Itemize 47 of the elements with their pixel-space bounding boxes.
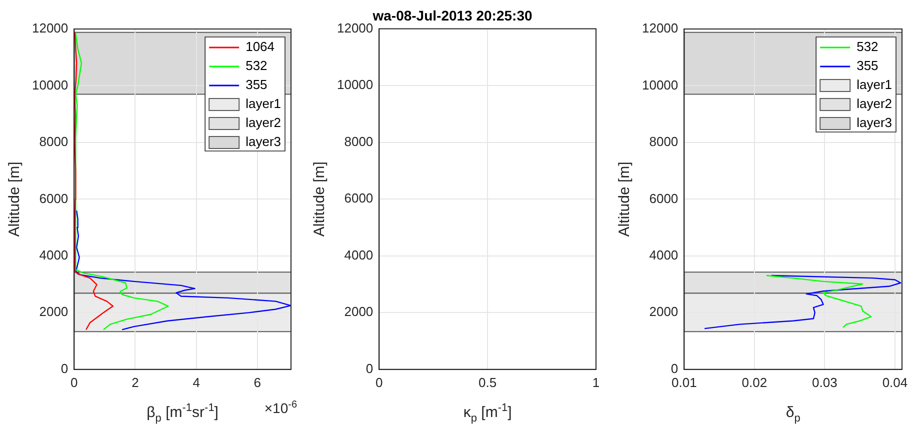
y-tick-label: 2000 (344, 304, 374, 320)
x-tick-label: 0.02 (742, 374, 768, 390)
x-tick-label: 0.03 (812, 374, 838, 390)
y-tick-label: 12000 (336, 20, 374, 36)
legend-label: layer3 (246, 134, 282, 150)
legend-label: 532 (856, 39, 878, 54)
x-tick-label: 4 (192, 374, 200, 390)
y-tick-label: 12000 (642, 20, 678, 36)
legend-label: layer2 (856, 96, 892, 112)
y-tick-label: 4000 (649, 248, 678, 263)
x-tick-label: 1 (592, 374, 600, 390)
y-tick-label: 8000 (344, 134, 374, 149)
x-tick-label: 0.01 (671, 374, 697, 390)
x-tick-label: 0 (70, 374, 78, 390)
y-tick-label: 8000 (39, 134, 68, 150)
y-tick-label: 10000 (32, 77, 68, 92)
y-tick-label: 6000 (344, 190, 374, 206)
y-tick-label: 6000 (649, 190, 678, 206)
legend-label: 532 (246, 58, 268, 74)
legend-label: layer2 (246, 115, 282, 130)
y-tick-label: 6000 (39, 190, 68, 206)
x-tick-label: 6 (254, 374, 262, 390)
y-tick-label: 12000 (32, 20, 68, 36)
y-tick-label: 10000 (642, 77, 678, 92)
legend-label: layer1 (246, 96, 282, 112)
y-tick-label: 0 (366, 360, 374, 376)
y-tick-label: 0 (670, 360, 678, 376)
y-tick-label: 10000 (336, 77, 374, 92)
y-axis-title: Altitude [m] (6, 162, 24, 237)
legend-label: 1064 (246, 39, 275, 54)
legend-label: 355 (856, 58, 878, 74)
y-tick-label: 4000 (344, 247, 374, 262)
y-tick-label: 2000 (39, 304, 68, 320)
y-tick-label: 4000 (39, 248, 68, 263)
legend-label: 355 (246, 77, 268, 92)
x-tick-label: 0 (376, 374, 383, 390)
x-tick-label: 0.04 (882, 374, 908, 390)
x-tick-label: 2 (132, 374, 139, 390)
y-tick-label: 8000 (649, 134, 678, 150)
x-tick-label: 0.5 (478, 374, 497, 390)
legend-label: layer1 (856, 77, 892, 92)
y-tick-label: 2000 (649, 304, 678, 320)
chart-title: wa-08-Jul-2013 20:25:30 (372, 7, 532, 24)
y-tick-label: 0 (60, 360, 68, 376)
y-axis-title: Altitude [m] (311, 162, 328, 237)
y-axis-title: Altitude [m] (616, 162, 634, 237)
legend-label: layer3 (856, 115, 892, 130)
